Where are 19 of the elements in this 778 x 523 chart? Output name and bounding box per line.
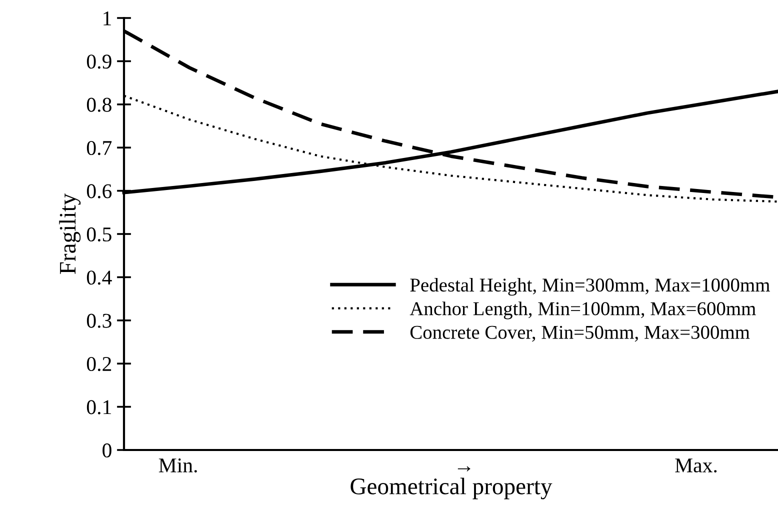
legend-label: Concrete Cover, Min=50mm, Max=300mm [410,326,750,342]
legend-label: Anchor Length, Min=100mm, Max=600mm [410,302,756,320]
y-tick-label: 0.2 [86,356,112,372]
text: → [458,466,470,472]
y-tick-label: 1 [104,11,111,26]
y-axis-title: Fragility [59,193,81,274]
y-tick-label: 0.8 [86,98,112,112]
y-tick-label: 0.9 [86,54,112,69]
y-tick-label: 0.5 [86,227,112,242]
y-tick-label: 0.1 [86,400,111,414]
text: Max. [675,458,717,473]
text: Min. [158,458,197,473]
y-tick-label: 0.6 [86,184,112,198]
y-tick-label: 0.7 [86,140,112,156]
x-axis-title: Geometrical property [350,478,552,500]
legend-label: Pedestal Height, Min=300mm, Max=1000mm [410,278,770,296]
y-tick-label: 0.4 [86,270,112,285]
y-tick-label: 0.3 [86,314,112,328]
y-tick-label: 0 [102,443,112,458]
